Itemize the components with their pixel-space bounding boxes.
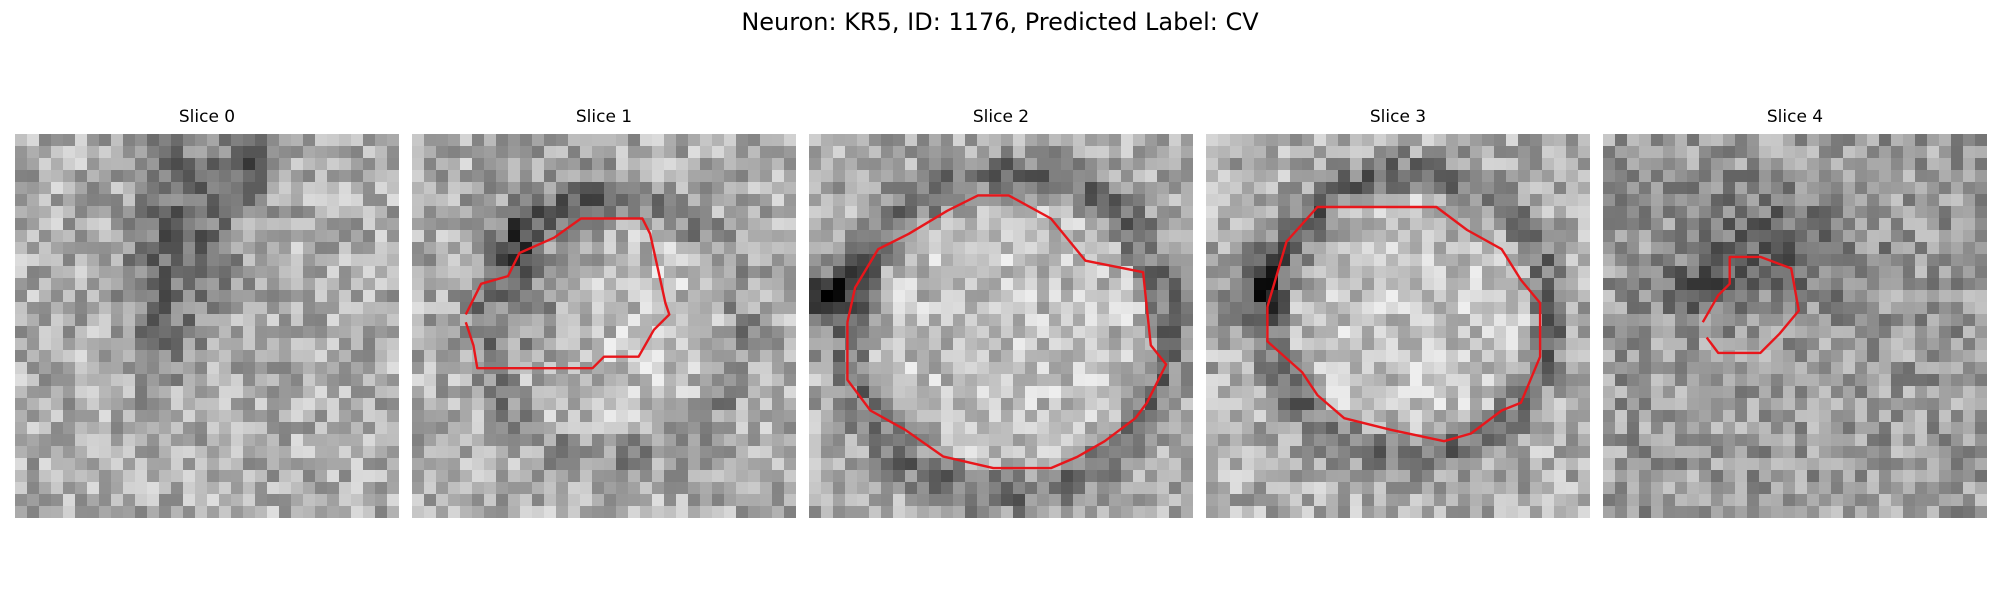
roi-contour	[1266, 205, 1542, 443]
roi-contour	[846, 194, 1168, 470]
slice-image	[1603, 134, 1987, 518]
slice-title: Slice 1	[575, 107, 633, 127]
slice-title: Slice 4	[1766, 107, 1824, 127]
roi-contour	[1701, 255, 1801, 355]
slice-panel-2: Slice 2	[809, 106, 1193, 518]
slice-title: Slice 3	[1369, 107, 1427, 127]
slice-image	[1206, 134, 1590, 518]
slice-title: Slice 0	[178, 107, 236, 127]
slice-panel-0: Slice 0	[15, 106, 399, 518]
slice-image	[15, 134, 399, 518]
figure-title: Neuron: KR5, ID: 1176, Predicted Label: …	[741, 8, 1259, 36]
slice-image	[809, 134, 1193, 518]
slice-panel-3: Slice 3	[1206, 106, 1590, 518]
slice-image	[412, 134, 796, 518]
slice-panel-4: Slice 4	[1603, 106, 1987, 518]
roi-contour	[464, 217, 671, 370]
slice-panel-1: Slice 1	[412, 106, 796, 518]
slice-title: Slice 2	[972, 107, 1030, 127]
